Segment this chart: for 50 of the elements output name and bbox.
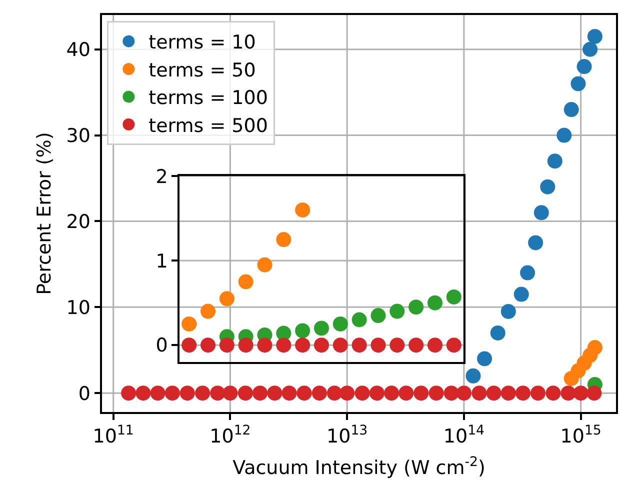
y-tick-label: 20 — [66, 210, 90, 233]
point — [219, 338, 234, 353]
point — [200, 338, 216, 353]
x-tick-label: 10$^{12}$ — [210, 424, 251, 448]
point — [200, 304, 216, 319]
x-tick-label: 10$^{13}$ — [326, 424, 368, 448]
point — [427, 338, 442, 353]
point — [446, 289, 462, 304]
point — [370, 308, 386, 324]
point — [219, 291, 234, 306]
point — [446, 338, 462, 353]
y-tick-label: 0 — [156, 334, 168, 357]
y-tick-label: 30 — [66, 124, 90, 147]
point — [370, 338, 386, 353]
point — [276, 338, 292, 353]
y-tick-label: 40 — [66, 39, 90, 62]
x-tick-label: 10$^{14}$ — [443, 424, 484, 448]
point — [427, 295, 442, 310]
legend-label: terms = 10 — [148, 32, 256, 54]
x-tick-label: 10$^{15}$ — [560, 424, 602, 448]
legend-label: terms = 50 — [148, 59, 256, 82]
y-tick-label: 1 — [156, 250, 168, 272]
point — [314, 320, 329, 336]
point — [295, 338, 310, 353]
point — [352, 312, 367, 328]
y-tick-label: 0 — [78, 382, 90, 405]
legend-label: terms = 500 — [148, 114, 268, 137]
y-tick-label: 2 — [156, 166, 168, 188]
point — [182, 338, 197, 353]
point — [276, 232, 292, 248]
point — [390, 304, 405, 319]
point — [257, 338, 272, 353]
point — [238, 338, 254, 353]
point — [390, 338, 405, 353]
legend-label: terms = 100 — [148, 87, 268, 110]
point — [295, 323, 310, 338]
point — [408, 338, 424, 353]
point — [314, 338, 329, 353]
point — [408, 300, 424, 315]
point — [332, 316, 348, 332]
point — [182, 316, 197, 332]
y-axis-title: Percent Error (%) — [34, 132, 56, 295]
x-axis-title: Vacuum Intensity (W cm$^{-2}$) — [232, 454, 486, 479]
point — [295, 202, 310, 218]
point — [332, 338, 348, 353]
point — [257, 257, 272, 272]
point — [238, 274, 254, 290]
point — [352, 338, 367, 353]
x-tick-label: 10$^{11}$ — [92, 424, 134, 448]
y-tick-label: 10 — [66, 296, 90, 319]
